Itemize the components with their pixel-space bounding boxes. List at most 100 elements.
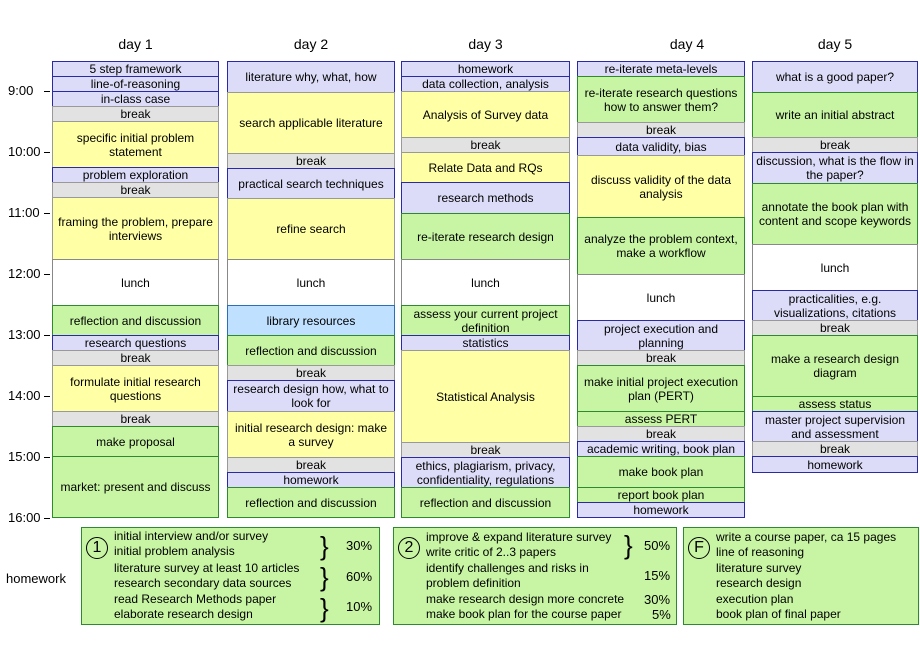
schedule-block: make proposal [52, 426, 219, 457]
schedule-block: practicalities, e.g. visualizations, cit… [752, 290, 918, 321]
schedule-block: specific initial problem statement [52, 121, 219, 168]
homework-item: research design [716, 576, 802, 590]
schedule-block: re-iterate meta-levels [577, 61, 745, 77]
schedule-block: 5 step framework [52, 61, 219, 77]
time-label: 11:00 [8, 205, 40, 220]
schedule-block: break [52, 106, 219, 122]
homework-marker: 2 [398, 537, 420, 559]
homework-item: read Research Methods paper [114, 592, 277, 606]
schedule-block: assess your current project definition [401, 305, 570, 336]
time-label: 15:00 [8, 449, 41, 464]
schedule-block: break [752, 137, 918, 153]
schedule-block: write an initial abstract [752, 92, 918, 138]
schedule-block: project execution and planning [577, 320, 745, 351]
day-header-2: day 2 [293, 36, 329, 52]
schedule-block: lunch [577, 274, 745, 321]
time-tick [44, 457, 50, 458]
day-header-3: day 3 [468, 36, 503, 52]
day-header-5: day 5 [817, 36, 853, 52]
homework-percent: 30% [644, 592, 671, 607]
homework-item: make book plan for the course paper [426, 607, 622, 621]
schedule-block: homework [577, 502, 745, 518]
schedule-block: data validity, bias [577, 137, 745, 156]
schedule-block: Analysis of Survey data [401, 91, 570, 138]
schedule-block: assess status [752, 396, 918, 412]
schedule-block: search applicable literature [227, 92, 395, 154]
schedule-block: Relate Data and RQs [401, 152, 570, 183]
schedule-block: formulate initial research questions [52, 365, 219, 412]
homework-box-1: 1 initial interview and/or survey initia… [81, 527, 380, 625]
homework-item: literature survey [716, 561, 802, 575]
time-tick [44, 274, 50, 275]
schedule-block: break [752, 441, 918, 457]
schedule-block: practical search techniques [227, 168, 395, 199]
homework-item: make research design more concrete [426, 592, 625, 606]
schedule-block: library resources [227, 305, 395, 336]
time-tick [44, 152, 50, 153]
schedule-block: re-iterate research design [401, 213, 570, 260]
schedule-block: break [227, 457, 395, 473]
schedule-block: break [52, 411, 219, 427]
time-label: 16:00 [8, 510, 41, 525]
schedule-block: research design how, what to look for [227, 380, 395, 412]
time-tick [44, 91, 50, 92]
time-label: 13:00 [8, 327, 41, 342]
homework-box-final: F write a course paper, ca 15 pages line… [683, 527, 919, 625]
schedule-block: break [577, 426, 745, 442]
schedule-block: break [401, 137, 570, 153]
schedule-block: line-of-reasoning [52, 76, 219, 92]
homework-item: research secondary data sources [114, 576, 292, 590]
schedule-block: discussion, what is the flow in the pape… [752, 152, 918, 184]
time-label: 12:00 [8, 266, 41, 281]
day-header-1: day 1 [118, 36, 153, 52]
homework-item: literature survey at least 10 articles [114, 561, 300, 575]
time-tick [44, 335, 50, 336]
schedule-block: break [577, 122, 745, 138]
schedule-block: problem exploration [52, 167, 219, 183]
schedule-block: statistics [401, 335, 570, 351]
homework-item: line of reasoning [716, 545, 805, 559]
homework-item: improve & expand literature survey [426, 530, 612, 544]
schedule-block: reflection and discussion [227, 487, 395, 518]
schedule-block: break [401, 442, 570, 458]
time-tick [44, 518, 50, 519]
homework-percent: 30% [346, 538, 373, 553]
homework-percent: 60% [346, 569, 373, 584]
schedule-block: assess PERT [577, 411, 745, 427]
homework-item: elaborate research design [114, 607, 253, 621]
schedule-block: framing the problem, prepare interviews [52, 197, 219, 260]
schedule-block: academic writing, book plan [577, 441, 745, 457]
schedule-block: research methods [401, 182, 570, 214]
homework-item: execution plan [716, 592, 794, 606]
schedule-block: report book plan [577, 487, 745, 503]
schedule-block: break [752, 320, 918, 336]
schedule-block: make book plan [577, 456, 745, 488]
brace-icon: } [624, 530, 633, 560]
schedule-block: reflection and discussion [401, 487, 570, 518]
schedule-block: homework [752, 456, 918, 473]
homework-item: identify challenges and risks in [426, 561, 589, 575]
homework-item: book plan of final paper [716, 607, 841, 621]
homework-item: problem definition [426, 576, 521, 590]
schedule-block: literature why, what, how [227, 61, 395, 93]
schedule-block: homework [227, 472, 395, 488]
schedule-block: lunch [752, 244, 918, 291]
brace-icon: } [320, 593, 329, 623]
schedule-block: make initial project execution plan (PER… [577, 365, 745, 412]
homework-percent: 5% [652, 607, 671, 622]
schedule-block: lunch [401, 259, 570, 306]
schedule-block: break [227, 153, 395, 169]
day-header-4: day 4 [669, 36, 705, 52]
schedule-block: initial research design: make a survey [227, 411, 395, 458]
homework-label: homework [6, 571, 66, 586]
homework-marker: 1 [86, 537, 108, 559]
schedule-block: reflection and discussion [52, 305, 219, 336]
schedule-block: lunch [227, 259, 395, 306]
schedule-block: research questions [52, 335, 219, 351]
schedule-block: break [577, 350, 745, 366]
schedule-block: in-class case [52, 91, 219, 107]
time-label: 9:00 [8, 83, 34, 98]
brace-icon: } [320, 531, 329, 561]
homework-item: write a course paper, ca 15 pages [716, 530, 897, 544]
schedule-block: break [52, 182, 219, 198]
